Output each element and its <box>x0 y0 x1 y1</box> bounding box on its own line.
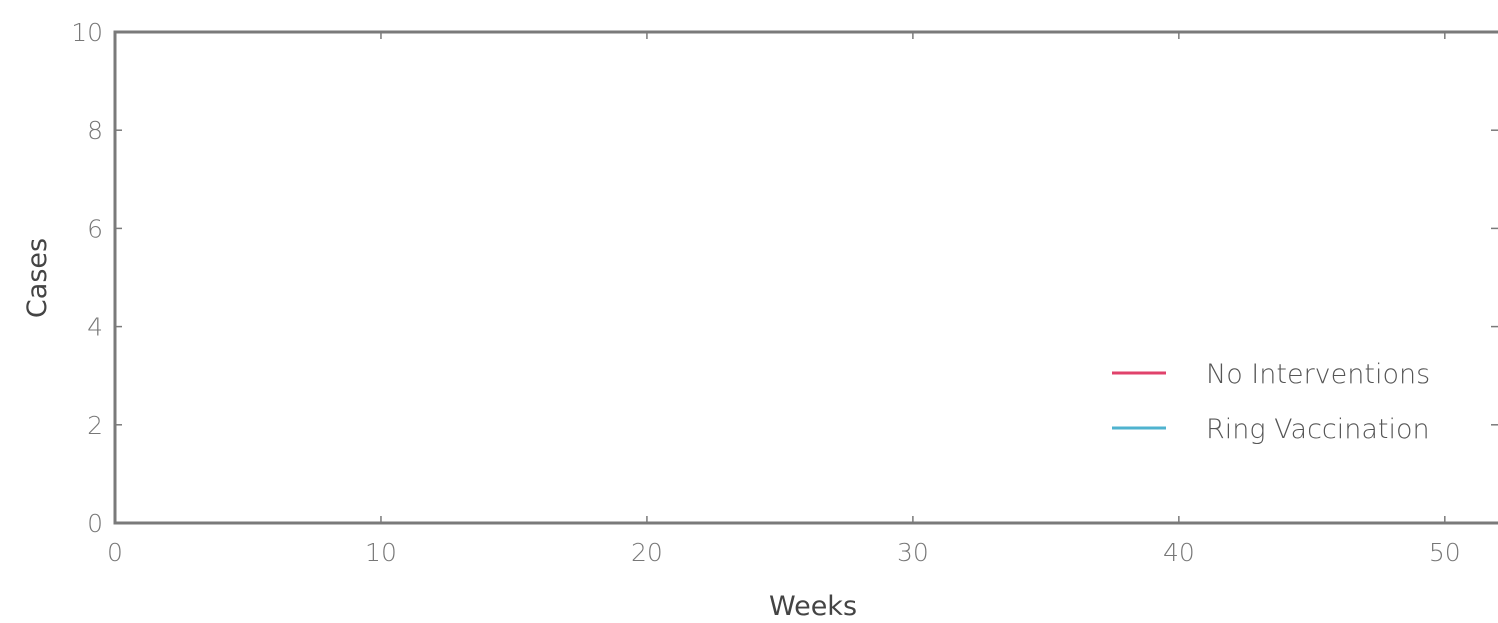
y-tick-label: 8 <box>87 116 103 145</box>
x-tick-label: 0 <box>107 538 123 567</box>
y-axis-ticks: 0 2 4 6 8 10 <box>71 18 1498 538</box>
y-tick-label: 0 <box>87 509 103 538</box>
x-axis-ticks: 0 10 20 30 40 50 <box>107 32 1461 567</box>
legend-label: No Interventions <box>1206 359 1430 390</box>
legend: No Interventions Ring Vaccination <box>1112 359 1430 445</box>
y-tick-label: 2 <box>87 411 103 440</box>
x-tick-label: 50 <box>1429 538 1461 567</box>
x-tick-label: 20 <box>631 538 663 567</box>
y-tick-label: 10 <box>71 18 103 47</box>
x-tick-label: 30 <box>897 538 929 567</box>
x-tick-label: 40 <box>1163 538 1195 567</box>
x-tick-label: 10 <box>365 538 397 567</box>
x-axis-title: Weeks <box>769 591 857 622</box>
y-tick-label: 4 <box>87 313 103 342</box>
plot-frame <box>113 30 1498 525</box>
y-tick-label: 6 <box>87 214 103 243</box>
legend-label: Ring Vaccination <box>1206 414 1430 445</box>
plot-area <box>113 30 1498 525</box>
y-axis-title: Cases <box>22 238 53 318</box>
